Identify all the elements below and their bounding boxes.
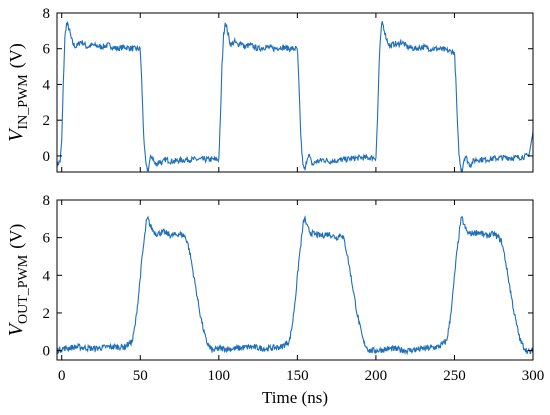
- y-tick-label: 6: [43, 231, 51, 247]
- y-tick-label: 0: [43, 344, 51, 360]
- x-axis-label: Time (ns): [262, 388, 328, 407]
- y-axis-label-subscript: OUT_PWM: [16, 254, 31, 324]
- x-tick-label: 150: [286, 368, 309, 384]
- y-tick-label: 6: [43, 42, 51, 58]
- y-axis-label-unit: (V): [6, 43, 27, 68]
- plot-frame: [56, 12, 534, 173]
- y-tick-label: 0: [43, 149, 51, 165]
- x-tick-label: 0: [58, 368, 66, 384]
- y-tick-label: 8: [43, 6, 51, 22]
- y-axis-label: VOUT_PWM (V): [5, 224, 31, 336]
- y-tick-label: 4: [43, 77, 51, 93]
- signal-trace: [57, 20, 533, 172]
- y-axis-label-symbol: V: [5, 321, 27, 336]
- panel-output-pwm: 0 2 4 6 8 0 50 100 150 200 250 300 VOUT_PWM (V) Time (…: [5, 193, 544, 407]
- y-axis-label-symbol: V: [5, 127, 27, 142]
- y-axis-label-subscript: IN_PWM: [16, 74, 31, 130]
- panel-input-pwm: 0 2 4 6 8 VIN_PWM (V): [5, 6, 534, 173]
- x-tick-label: 250: [443, 368, 466, 384]
- x-tick-label: 100: [208, 368, 231, 384]
- x-tick-label: 200: [365, 368, 388, 384]
- y-axis-label: VIN_PWM (V): [5, 43, 31, 141]
- x-tick-label: 50: [133, 368, 148, 384]
- y-tick-label: 8: [43, 193, 51, 209]
- signal-trace: [57, 215, 533, 356]
- plot-frame: [56, 199, 534, 361]
- y-tick-label: 4: [43, 268, 51, 284]
- y-tick-label: 2: [43, 113, 51, 129]
- y-tick-label: 2: [43, 306, 51, 322]
- x-tick-label: 300: [522, 368, 545, 384]
- y-axis-label-unit: (V): [6, 224, 27, 249]
